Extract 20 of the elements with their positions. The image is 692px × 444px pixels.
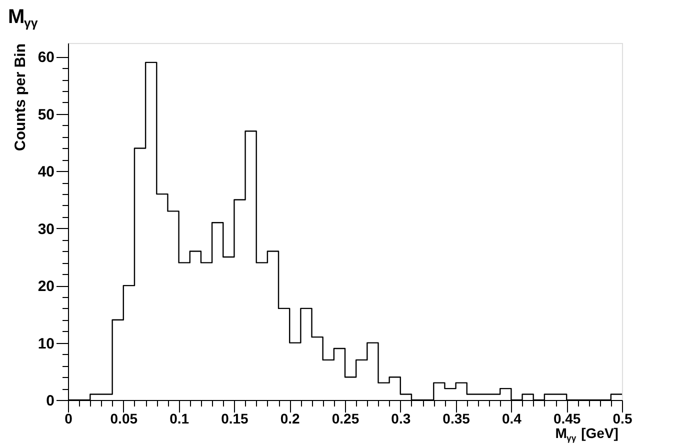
y-tick-label: 30 <box>38 220 54 238</box>
x-tick-label: 0.4 <box>502 410 522 426</box>
y-tick-label: 0 <box>46 392 54 410</box>
x-tick-label: 0.35 <box>442 410 470 426</box>
x-tick-label: 0.1 <box>170 410 190 426</box>
x-tick-label: 0.25 <box>332 410 360 426</box>
y-tick-label: 60 <box>38 49 54 66</box>
x-tick-label: 0.3 <box>391 410 411 426</box>
x-tick-label: 0.15 <box>221 410 249 426</box>
y-tick-label: 50 <box>38 106 54 124</box>
y-tick-label: 10 <box>38 335 54 352</box>
y-tick-label: 20 <box>38 278 54 296</box>
x-tick-label: 0.5 <box>612 410 632 426</box>
y-tick-label: 40 <box>38 164 54 181</box>
y-axis-title: Counts per Bin <box>12 44 29 151</box>
x-tick-label: 0.45 <box>553 410 581 426</box>
x-tick-label: 0.05 <box>110 410 138 426</box>
text: [GeV] <box>581 425 618 441</box>
x-tick-label: 0.2 <box>280 410 300 426</box>
x-tick-label: 0 <box>64 410 73 426</box>
